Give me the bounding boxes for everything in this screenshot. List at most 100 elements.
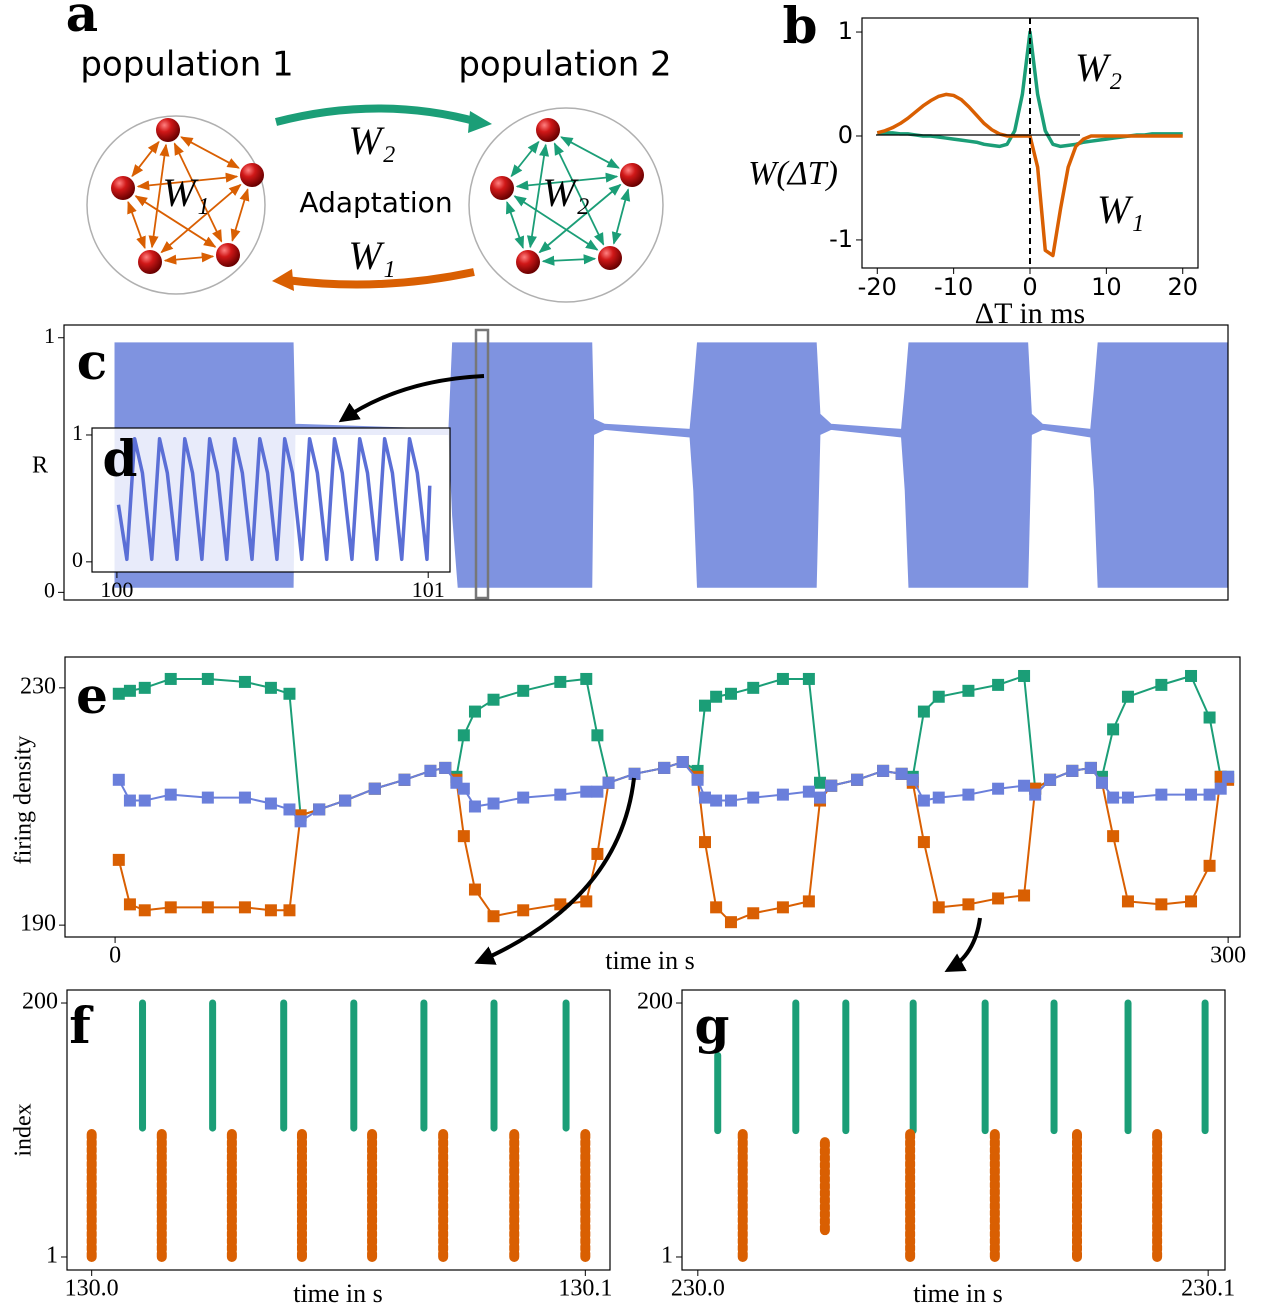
edge bbox=[560, 136, 620, 169]
panel: 01 cR bbox=[32, 323, 1229, 602]
data-point bbox=[1155, 898, 1168, 911]
data-point bbox=[1107, 830, 1120, 843]
data-point bbox=[1029, 788, 1042, 801]
panel: 1 200 230.0 230.1 g time in s bbox=[637, 989, 1235, 1308]
x-axis-label: time in s bbox=[605, 946, 695, 975]
data-point bbox=[851, 773, 864, 786]
data-point bbox=[1203, 711, 1216, 724]
plot-area bbox=[86, 999, 591, 1262]
data-point bbox=[747, 907, 760, 920]
data-point bbox=[676, 756, 689, 768]
data-point bbox=[1066, 764, 1079, 777]
data-point bbox=[1203, 788, 1216, 801]
axes-frame bbox=[63, 324, 1229, 601]
data-point bbox=[439, 761, 452, 774]
y-axis-label: firing density bbox=[11, 736, 37, 865]
data-point bbox=[776, 788, 789, 801]
edge bbox=[611, 188, 631, 245]
edge bbox=[131, 140, 160, 178]
panel-letter: a bbox=[66, 0, 98, 43]
neuron bbox=[240, 163, 264, 187]
data-point bbox=[138, 904, 151, 917]
panel-letter: g bbox=[695, 996, 730, 1055]
data-point bbox=[424, 764, 437, 777]
data-point bbox=[283, 904, 296, 917]
curve-label: W₁ bbox=[1097, 187, 1144, 232]
data-point bbox=[487, 910, 500, 923]
data-point bbox=[487, 693, 500, 706]
data-point bbox=[283, 687, 296, 700]
data-point bbox=[238, 791, 251, 804]
neuron bbox=[138, 250, 162, 274]
y-tick-label: 1 bbox=[838, 17, 853, 45]
data-point bbox=[724, 916, 737, 929]
data-line bbox=[876, 92, 1183, 258]
data-point bbox=[238, 675, 251, 688]
data-point bbox=[201, 672, 214, 685]
data-point bbox=[825, 779, 838, 792]
data-point bbox=[932, 791, 945, 804]
data-point bbox=[112, 687, 125, 700]
y-tick-label: 0 bbox=[44, 577, 55, 602]
edge bbox=[134, 195, 217, 248]
edge bbox=[505, 200, 525, 250]
data-point bbox=[992, 678, 1005, 691]
data-point bbox=[802, 672, 815, 685]
data-point bbox=[814, 776, 827, 789]
data-point bbox=[201, 791, 214, 804]
data-point bbox=[554, 788, 567, 801]
y-axis-label: index bbox=[11, 1103, 37, 1156]
neuron bbox=[111, 176, 135, 200]
x-axis-label: time in s bbox=[913, 1279, 1003, 1308]
curve-label: W₂ bbox=[1075, 45, 1122, 90]
zoom-box bbox=[474, 328, 490, 600]
data-point bbox=[962, 788, 975, 801]
data-point bbox=[698, 699, 711, 712]
x-tick-label: 0 bbox=[1022, 273, 1037, 301]
data-point bbox=[517, 791, 530, 804]
data-point bbox=[1107, 723, 1120, 736]
center-label: Adaptation bbox=[299, 186, 452, 219]
y-tick-label: 1 bbox=[46, 1242, 58, 1268]
data-point bbox=[138, 681, 151, 694]
data-point bbox=[580, 895, 593, 908]
y-axis-label: W(ΔT) bbox=[748, 155, 838, 192]
data-point bbox=[487, 797, 500, 810]
data-point bbox=[591, 847, 604, 860]
neuron bbox=[620, 163, 644, 187]
data-point bbox=[457, 729, 470, 742]
data-point bbox=[1214, 782, 1227, 795]
population-circle bbox=[86, 115, 266, 295]
edge bbox=[510, 140, 540, 178]
data-point bbox=[138, 794, 151, 807]
y-tick-label: -1 bbox=[829, 225, 853, 253]
data-point bbox=[468, 800, 481, 813]
neuron bbox=[536, 118, 560, 142]
data-point bbox=[164, 901, 177, 914]
panel: 1 200 130.0 130.1 f index time in s bbox=[11, 989, 613, 1308]
data-point bbox=[1095, 776, 1108, 789]
arrow-label: W₂ bbox=[348, 118, 395, 163]
x-tick-label: 20 bbox=[1167, 273, 1198, 301]
data-point bbox=[747, 681, 760, 694]
weight-label: W₂ bbox=[542, 170, 589, 215]
data-point bbox=[368, 782, 381, 795]
data-point bbox=[283, 803, 296, 816]
data-point bbox=[1185, 895, 1198, 908]
panel: 190 230 0 300 e firing density time in s bbox=[11, 656, 1246, 975]
data-point bbox=[1155, 678, 1168, 691]
edge bbox=[127, 200, 146, 250]
axes-frame bbox=[66, 989, 611, 1271]
data-point bbox=[776, 672, 789, 685]
data-point bbox=[776, 901, 789, 914]
data-point bbox=[580, 785, 593, 798]
data-point bbox=[1185, 669, 1198, 682]
data-point bbox=[112, 773, 125, 786]
data-point bbox=[398, 773, 411, 786]
data-point bbox=[962, 684, 975, 697]
plot-area bbox=[714, 999, 1209, 1262]
data-point bbox=[932, 901, 945, 914]
data-point bbox=[517, 904, 530, 917]
data-point bbox=[591, 785, 604, 798]
